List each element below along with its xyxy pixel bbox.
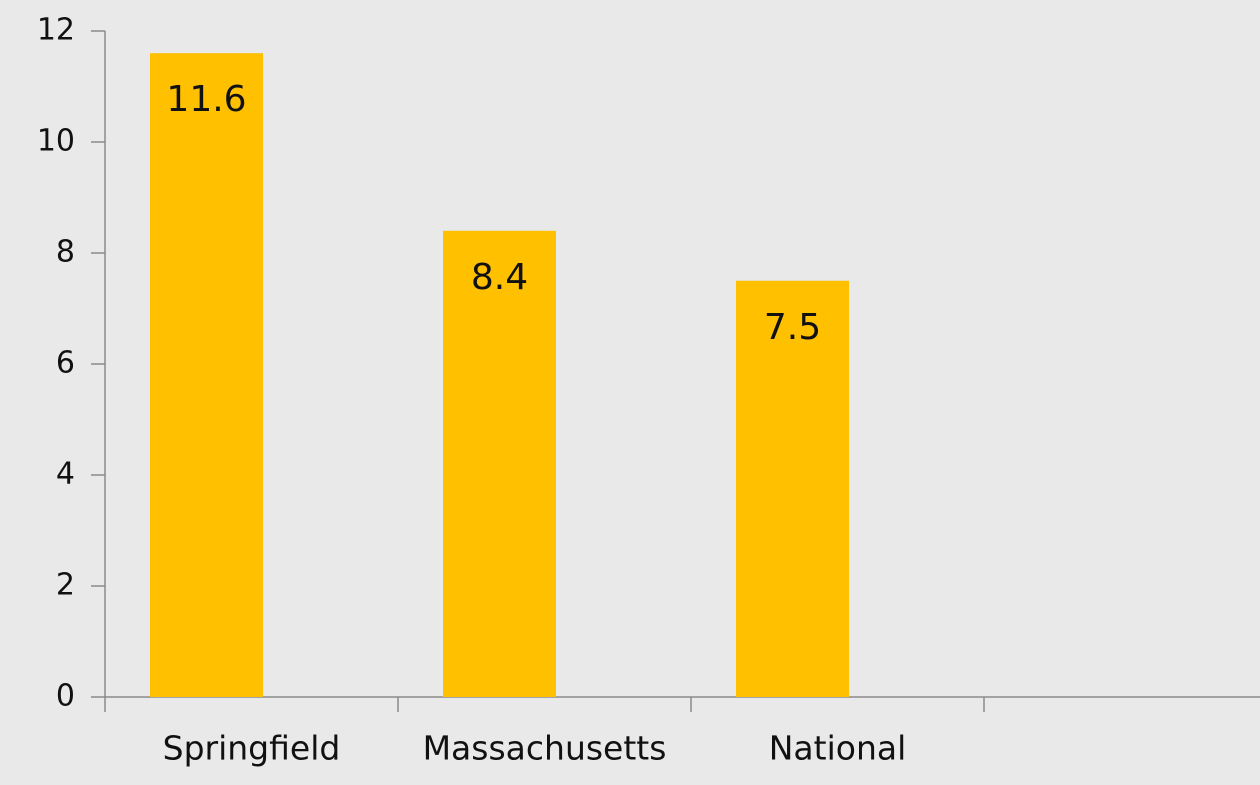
y-tick-label: 6 [56, 346, 75, 381]
bar [443, 230, 556, 698]
x-tick-label: Massachusetts [423, 729, 667, 768]
y-tick-label: 2 [56, 568, 75, 603]
x-tick-label: National [769, 729, 907, 768]
bar [150, 53, 263, 697]
y-tick-label: 10 [37, 124, 75, 159]
data-label: 11.6 [166, 79, 246, 120]
data-label: 7.5 [764, 307, 821, 348]
y-tick-label: 4 [56, 457, 75, 492]
bar [736, 280, 849, 697]
data-label: 8.4 [471, 257, 528, 298]
y-tick-label: 12 [37, 13, 75, 48]
y-tick-label: 8 [56, 235, 75, 270]
x-tick-label: Springfield [163, 729, 341, 768]
y-tick-label: 0 [56, 679, 75, 714]
